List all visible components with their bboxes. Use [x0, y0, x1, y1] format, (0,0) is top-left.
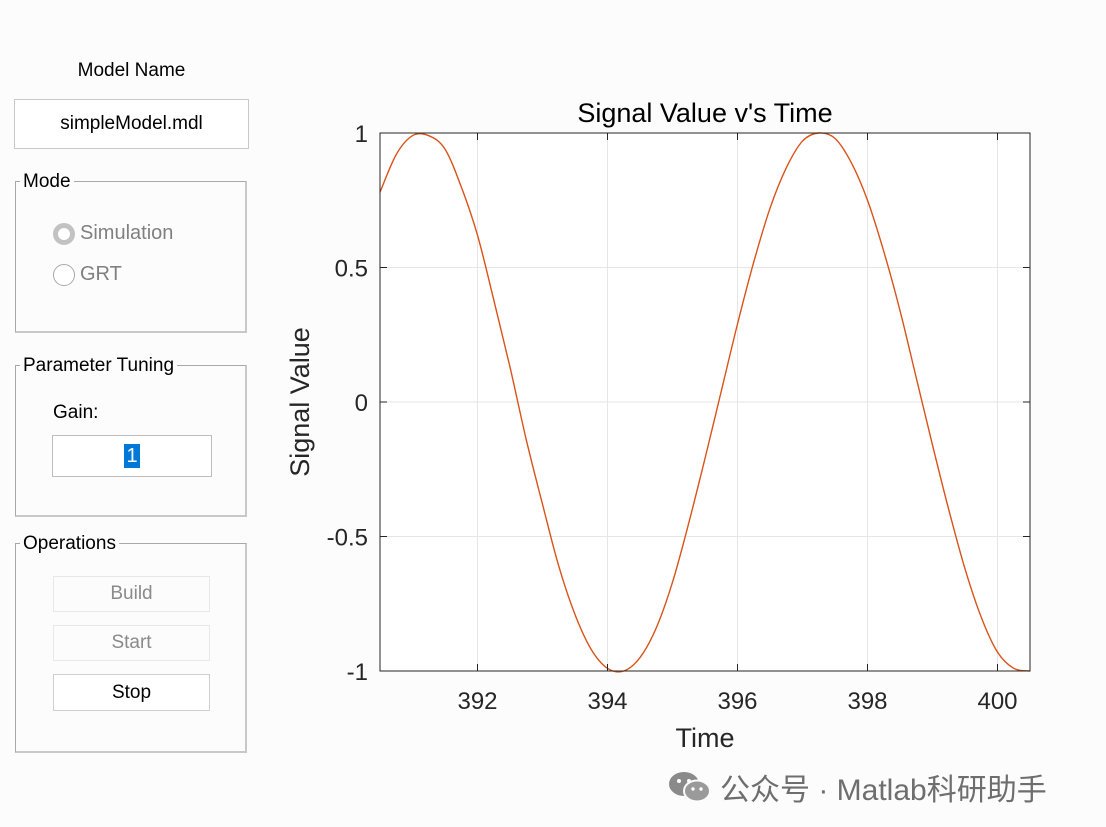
x-tick-label: 396 — [717, 688, 757, 715]
x-tick-labels: 392 394 396 398 400 — [457, 688, 1017, 715]
radio-grt-label: GRT — [80, 263, 122, 285]
gain-label: Gain: — [53, 402, 99, 423]
model-name-field[interactable]: simpleModel.mdl — [14, 99, 249, 149]
y-tick-label: 0 — [355, 390, 368, 417]
watermark-text: 公众号 · Matlab科研助手 — [720, 774, 1047, 807]
model-name-value: simpleModel.mdl — [60, 113, 203, 134]
model-name-label: Model Name — [77, 60, 186, 81]
y-tick-label: 1 — [355, 121, 368, 148]
x-tick-label: 400 — [977, 688, 1017, 715]
radio-simulation-label: Simulation — [80, 222, 174, 244]
y-axis-label: Signal Value — [285, 327, 315, 477]
chart-title: Signal Value v's Time — [577, 98, 832, 128]
operations-title: Operations — [20, 533, 119, 555]
y-tick-label: 0.5 — [335, 256, 368, 283]
x-tick-label: 398 — [847, 688, 887, 715]
radio-grt[interactable]: GRT — [53, 263, 122, 286]
signal-line — [379, 132, 1031, 673]
x-tick-label: 394 — [587, 688, 627, 715]
x-axis-label: Time — [676, 723, 735, 753]
series-layer — [379, 132, 1031, 673]
start-button[interactable]: Start — [53, 625, 210, 661]
radio-simulation[interactable]: Simulation — [53, 222, 173, 245]
parameter-tuning-title: Parameter Tuning — [20, 355, 178, 377]
y-tick-label: -1 — [347, 659, 368, 686]
wechat-icon — [669, 772, 711, 803]
y-tick-label: -0.5 — [327, 525, 368, 552]
watermark: 公众号 · Matlab科研助手 — [668, 765, 1047, 809]
radio-circle-icon — [53, 222, 75, 245]
radio-circle-icon — [53, 263, 75, 286]
build-button[interactable]: Build — [53, 576, 210, 612]
tick-marks — [380, 132, 1030, 672]
mode-panel-title: Mode — [20, 171, 74, 193]
gain-value: 1 — [124, 444, 140, 468]
y-tick-labels: -1 -0.5 0 0.5 1 — [327, 121, 368, 686]
stop-button[interactable]: Stop — [53, 674, 210, 711]
gain-input[interactable]: 1 — [52, 435, 212, 477]
operations-panel — [15, 543, 247, 753]
x-tick-label: 392 — [457, 688, 497, 715]
mode-panel — [15, 181, 247, 333]
